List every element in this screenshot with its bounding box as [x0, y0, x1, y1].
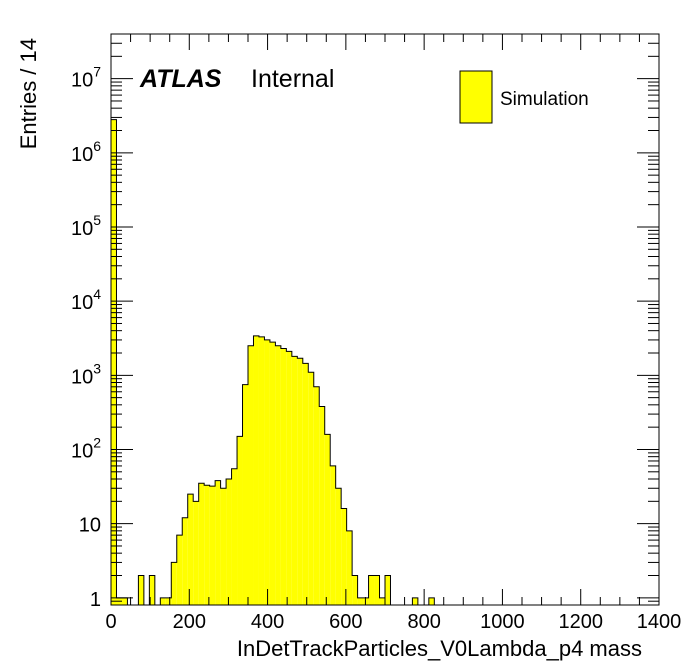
- histogram-bar: [198, 483, 205, 605]
- histogram-bar: [352, 575, 358, 605]
- atlas-label: ATLAS: [139, 65, 222, 93]
- histogram-bar: [138, 575, 144, 605]
- x-axis-ticks: [110, 34, 660, 605]
- histogram-bar: [297, 358, 303, 605]
- histogram-bar: [226, 478, 232, 605]
- histogram-bar: [165, 597, 172, 605]
- histogram-bar: [319, 406, 325, 605]
- internal-label: Internal: [251, 65, 334, 93]
- histogram-bar: [357, 597, 364, 605]
- histogram-bar: [280, 348, 287, 605]
- histogram-bar: [313, 386, 320, 605]
- histogram-bar: [341, 508, 347, 605]
- histogram-bar: [335, 488, 342, 605]
- x-tick-label: 0: [105, 611, 116, 633]
- x-axis-tick-labels: 0 200 400 600 800 1000 1200 1400: [105, 611, 681, 633]
- histogram-bar: [171, 562, 177, 605]
- histogram-bar: [253, 335, 259, 605]
- histogram-bar: [242, 384, 248, 605]
- y-tick-label: 103: [71, 360, 101, 388]
- histogram-bar: [330, 465, 336, 605]
- histogram-bar: [379, 597, 385, 605]
- x-axis-title: InDetTrackParticles_V0Lambda_p4 mass: [237, 636, 642, 661]
- y-tick-label: 107: [71, 64, 101, 92]
- histogram-bar: [237, 436, 243, 605]
- histogram-bar: [215, 480, 221, 605]
- x-tick-label: 1000: [480, 611, 525, 633]
- y-tick-label: 102: [71, 434, 101, 462]
- histogram-bar: [291, 356, 298, 605]
- y-tick-label: 106: [71, 138, 101, 166]
- y-axis-title: Entries / 14: [16, 38, 41, 149]
- histogram-bar: [428, 597, 435, 605]
- histogram-bar: [248, 345, 254, 605]
- y-tick-label: 1: [90, 589, 101, 611]
- x-tick-label: 1200: [558, 611, 603, 633]
- y-tick-label: 10: [79, 515, 101, 537]
- histogram-bar: [269, 342, 276, 605]
- histogram-bar: [111, 119, 117, 606]
- y-axis-tick-labels: 1 10 102 103 104 105 106 107: [71, 64, 101, 611]
- histogram-bar: [286, 351, 292, 605]
- histogram-bar: [368, 575, 375, 605]
- histogram-bar: [187, 494, 194, 605]
- histogram-bar: [121, 597, 128, 605]
- histogram-bar: [412, 597, 418, 605]
- y-tick-label: 105: [71, 212, 101, 240]
- histogram-bar: [149, 575, 155, 605]
- histogram-bar: [231, 468, 238, 605]
- y-tick-label: 104: [71, 286, 101, 314]
- histogram-bar: [308, 372, 314, 605]
- histogram-bar: [324, 434, 331, 605]
- histogram-bar: [220, 488, 227, 605]
- histogram-bar: [258, 336, 265, 605]
- histogram-bar: [182, 517, 188, 605]
- histogram-bar: [385, 575, 391, 605]
- x-tick-label: 800: [407, 611, 440, 633]
- histogram-bar: [302, 363, 309, 605]
- histogram-bar: [374, 575, 380, 605]
- histogram-bar: [176, 535, 183, 605]
- histogram-bar: [193, 501, 199, 605]
- y-axis-ticks: [111, 33, 659, 606]
- histogram-bar: [204, 485, 210, 605]
- histogram-bar: [160, 597, 166, 605]
- histogram-bar: [275, 345, 281, 605]
- legend-swatch: [459, 70, 493, 124]
- histogram-bar: [346, 530, 353, 605]
- histogram-bar: [264, 339, 270, 605]
- x-tick-label: 1400: [637, 611, 682, 633]
- x-tick-label: 400: [251, 611, 284, 633]
- x-tick-label: 600: [329, 611, 362, 633]
- legend-label: Simulation: [500, 89, 589, 110]
- histogram-bars: [110, 119, 435, 606]
- histogram-bar: [209, 486, 216, 605]
- x-tick-label: 200: [173, 611, 206, 633]
